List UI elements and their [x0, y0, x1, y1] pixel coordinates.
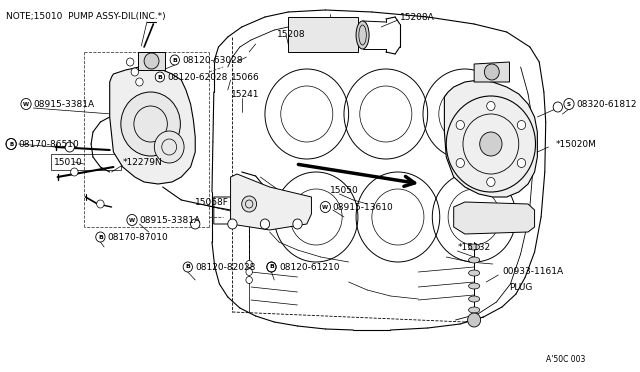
Circle shape	[246, 276, 252, 283]
Text: B: B	[98, 234, 103, 240]
Circle shape	[170, 55, 179, 65]
Circle shape	[97, 200, 104, 208]
Circle shape	[156, 72, 164, 82]
Circle shape	[486, 102, 495, 110]
Text: 15208: 15208	[277, 29, 306, 38]
Text: A'50C 003: A'50C 003	[547, 355, 586, 364]
Polygon shape	[288, 17, 358, 52]
Circle shape	[136, 78, 143, 86]
Ellipse shape	[468, 307, 480, 313]
Circle shape	[260, 219, 269, 229]
Text: *12279N: *12279N	[123, 157, 163, 167]
Text: W: W	[23, 102, 29, 106]
Text: PLUG: PLUG	[509, 282, 533, 292]
Circle shape	[293, 219, 302, 229]
Text: 08915-3381A: 08915-3381A	[33, 99, 95, 109]
Circle shape	[96, 232, 105, 242]
Text: 15208A: 15208A	[400, 13, 435, 22]
Polygon shape	[138, 52, 166, 70]
Circle shape	[154, 131, 184, 163]
Text: 08120-62028: 08120-62028	[167, 73, 228, 81]
Circle shape	[517, 158, 525, 167]
Ellipse shape	[468, 244, 480, 250]
Circle shape	[456, 121, 465, 129]
Text: 08915-13610: 08915-13610	[333, 202, 394, 212]
Text: *15020M: *15020M	[556, 140, 597, 148]
Text: 00933-1161A: 00933-1161A	[502, 267, 563, 276]
Text: B: B	[172, 58, 177, 62]
Polygon shape	[109, 67, 195, 184]
Circle shape	[456, 158, 465, 167]
Text: B: B	[186, 264, 190, 269]
Text: 08170-86510: 08170-86510	[19, 140, 79, 148]
Polygon shape	[474, 62, 509, 82]
Circle shape	[127, 58, 134, 66]
Text: 15050: 15050	[330, 186, 359, 195]
Circle shape	[553, 102, 563, 112]
Circle shape	[127, 215, 137, 225]
Polygon shape	[454, 202, 534, 234]
Circle shape	[320, 202, 330, 212]
Text: 15066: 15066	[230, 73, 259, 81]
Text: B: B	[9, 141, 13, 147]
Text: 08320-61812: 08320-61812	[577, 99, 637, 109]
Circle shape	[21, 99, 31, 109]
Circle shape	[183, 262, 193, 272]
Text: 15241: 15241	[230, 90, 259, 99]
Text: B: B	[269, 264, 274, 269]
Circle shape	[144, 53, 159, 69]
Circle shape	[6, 138, 16, 150]
Circle shape	[70, 168, 78, 176]
Text: NOTE;15010  PUMP ASSY-DIL(INC.*): NOTE;15010 PUMP ASSY-DIL(INC.*)	[6, 12, 165, 21]
Ellipse shape	[468, 283, 480, 289]
Text: S: S	[567, 102, 571, 106]
Ellipse shape	[356, 21, 369, 49]
Circle shape	[191, 219, 200, 229]
Circle shape	[65, 142, 74, 152]
Text: 08120-82028: 08120-82028	[195, 263, 255, 272]
Text: W: W	[323, 205, 328, 209]
Circle shape	[468, 313, 481, 327]
Text: 08170-87010: 08170-87010	[108, 232, 168, 241]
Text: 15010: 15010	[54, 157, 83, 167]
Circle shape	[564, 99, 574, 109]
Circle shape	[484, 64, 499, 80]
Circle shape	[486, 177, 495, 186]
Circle shape	[242, 196, 257, 212]
Text: 08120-63028: 08120-63028	[182, 55, 243, 64]
Circle shape	[246, 260, 252, 267]
Polygon shape	[444, 80, 538, 197]
Polygon shape	[230, 174, 312, 230]
Circle shape	[517, 121, 525, 129]
Text: 15068F: 15068F	[195, 198, 229, 206]
Ellipse shape	[468, 257, 480, 263]
Text: W: W	[129, 218, 135, 222]
Text: 08120-61210: 08120-61210	[279, 263, 339, 272]
Circle shape	[121, 92, 180, 156]
Ellipse shape	[468, 296, 480, 302]
Text: B: B	[157, 74, 163, 80]
Circle shape	[228, 219, 237, 229]
Text: *15132: *15132	[458, 243, 490, 251]
Circle shape	[131, 68, 138, 76]
Circle shape	[480, 132, 502, 156]
Circle shape	[267, 262, 276, 272]
Text: 08915-3381A: 08915-3381A	[140, 215, 200, 224]
Circle shape	[246, 269, 252, 276]
Ellipse shape	[468, 270, 480, 276]
